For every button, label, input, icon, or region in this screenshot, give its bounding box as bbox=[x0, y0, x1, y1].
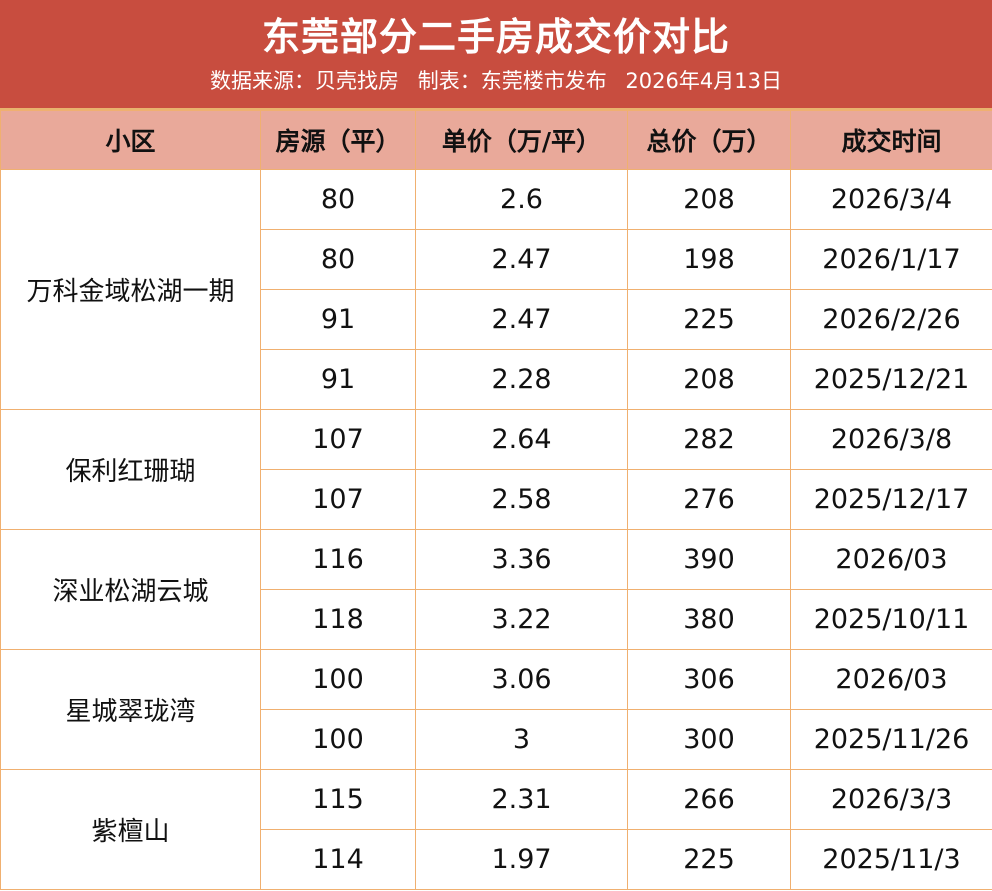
table-row: 紫檀山 115 2.31 266 2026/3/3 bbox=[0, 769, 992, 890]
area-cell: 100 bbox=[260, 709, 416, 770]
unit-price-cell: 2.64 bbox=[415, 409, 628, 470]
area-cell: 115 bbox=[260, 769, 416, 830]
unit-price-cell: 3.36 bbox=[415, 529, 628, 590]
publish-date: 2026年4月13日 bbox=[625, 69, 782, 93]
column-header-total-price: 总价（万） bbox=[627, 110, 791, 170]
deal-date-cell: 2025/12/17 bbox=[790, 469, 992, 530]
area-cell: 91 bbox=[260, 289, 416, 350]
total-price-cell: 266 bbox=[627, 769, 791, 830]
deal-date-cell: 2026/3/3 bbox=[790, 769, 992, 830]
deal-date-cell: 2026/03 bbox=[790, 529, 992, 590]
unit-price-cell: 2.47 bbox=[415, 289, 628, 350]
table-row: 118 3.22 380 2025/10/11 bbox=[1, 589, 992, 650]
header-banner: 东莞部分二手房成交价对比 数据来源：贝壳找房 制表：东莞楼市发布 2026年4月… bbox=[0, 0, 992, 110]
deal-date-cell: 2026/03 bbox=[790, 649, 992, 710]
total-price-cell: 225 bbox=[627, 289, 791, 350]
column-header-area: 房源（平） bbox=[260, 110, 416, 170]
total-price-cell: 225 bbox=[627, 829, 791, 890]
subtitle: 数据来源：贝壳找房 制表：东莞楼市发布 2026年4月13日 bbox=[0, 66, 992, 96]
unit-price-cell: 3.06 bbox=[415, 649, 628, 710]
total-price-cell: 276 bbox=[627, 469, 791, 530]
table-row: 100 3 300 2025/11/26 bbox=[1, 709, 992, 770]
table-row: 星城翠珑湾 100 3.06 306 2026/03 bbox=[0, 649, 992, 770]
table-row: 114 1.97 225 2025/11/3 bbox=[1, 829, 992, 890]
area-cell: 118 bbox=[260, 589, 416, 650]
total-price-cell: 300 bbox=[627, 709, 791, 770]
area-cell: 107 bbox=[260, 469, 416, 530]
unit-price-cell: 2.58 bbox=[415, 469, 628, 530]
deal-date-cell: 2025/10/11 bbox=[790, 589, 992, 650]
table-maker: 制表：东莞楼市发布 bbox=[417, 69, 607, 93]
deal-date-cell: 2026/3/4 bbox=[790, 169, 992, 230]
total-price-cell: 390 bbox=[627, 529, 791, 590]
deal-date-cell: 2026/2/26 bbox=[790, 289, 992, 350]
table-row: 107 2.58 276 2025/12/17 bbox=[1, 469, 992, 530]
unit-price-cell: 2.31 bbox=[415, 769, 628, 830]
total-price-cell: 306 bbox=[627, 649, 791, 710]
table-row: 万科金域松湖一期 80 2.6 208 2026/3/4 bbox=[0, 169, 992, 410]
data-source: 数据来源：贝壳找房 bbox=[210, 69, 400, 93]
column-header-deal-date: 成交时间 bbox=[790, 110, 992, 170]
deal-date-cell: 2025/11/26 bbox=[790, 709, 992, 770]
unit-price-cell: 1.97 bbox=[415, 829, 628, 890]
deal-date-cell: 2025/11/3 bbox=[790, 829, 992, 890]
total-price-cell: 380 bbox=[627, 589, 791, 650]
community-name: 星城翠珑湾 bbox=[0, 649, 261, 770]
area-cell: 100 bbox=[260, 649, 416, 710]
table-row: 91 2.47 225 2026/2/26 bbox=[1, 289, 992, 350]
price-comparison-table: 小区 房源（平） 单价（万/平） 总价（万） 成交时间 万科金域松湖一期 80 … bbox=[0, 110, 992, 890]
table-row: 91 2.28 208 2025/12/21 bbox=[1, 349, 992, 410]
area-cell: 91 bbox=[260, 349, 416, 410]
deal-date-cell: 2026/1/17 bbox=[790, 229, 992, 290]
unit-price-cell: 2.28 bbox=[415, 349, 628, 410]
unit-price-cell: 2.6 bbox=[415, 169, 628, 230]
community-name: 万科金域松湖一期 bbox=[0, 169, 261, 410]
unit-price-cell: 2.47 bbox=[415, 229, 628, 290]
community-name: 深业松湖云城 bbox=[0, 529, 261, 650]
community-name: 紫檀山 bbox=[0, 769, 261, 890]
column-header-community: 小区 bbox=[0, 110, 261, 170]
total-price-cell: 208 bbox=[627, 169, 791, 230]
area-cell: 114 bbox=[260, 829, 416, 890]
deal-date-cell: 2025/12/21 bbox=[790, 349, 992, 410]
deal-date-cell: 2026/3/8 bbox=[790, 409, 992, 470]
table-header-row: 小区 房源（平） 单价（万/平） 总价（万） 成交时间 bbox=[0, 110, 992, 170]
area-cell: 80 bbox=[260, 169, 416, 230]
total-price-cell: 208 bbox=[627, 349, 791, 410]
page-title: 东莞部分二手房成交价对比 bbox=[261, 15, 730, 59]
table-row: 保利红珊瑚 107 2.64 282 2026/3/8 bbox=[0, 409, 992, 530]
area-cell: 107 bbox=[260, 409, 416, 470]
area-cell: 116 bbox=[260, 529, 416, 590]
area-cell: 80 bbox=[260, 229, 416, 290]
community-name: 保利红珊瑚 bbox=[0, 409, 261, 530]
total-price-cell: 282 bbox=[627, 409, 791, 470]
column-header-unit-price: 单价（万/平） bbox=[415, 110, 628, 170]
total-price-cell: 198 bbox=[627, 229, 791, 290]
unit-price-cell: 3.22 bbox=[415, 589, 628, 650]
unit-price-cell: 3 bbox=[415, 709, 628, 770]
table-row: 深业松湖云城 116 3.36 390 2026/03 bbox=[0, 529, 992, 650]
